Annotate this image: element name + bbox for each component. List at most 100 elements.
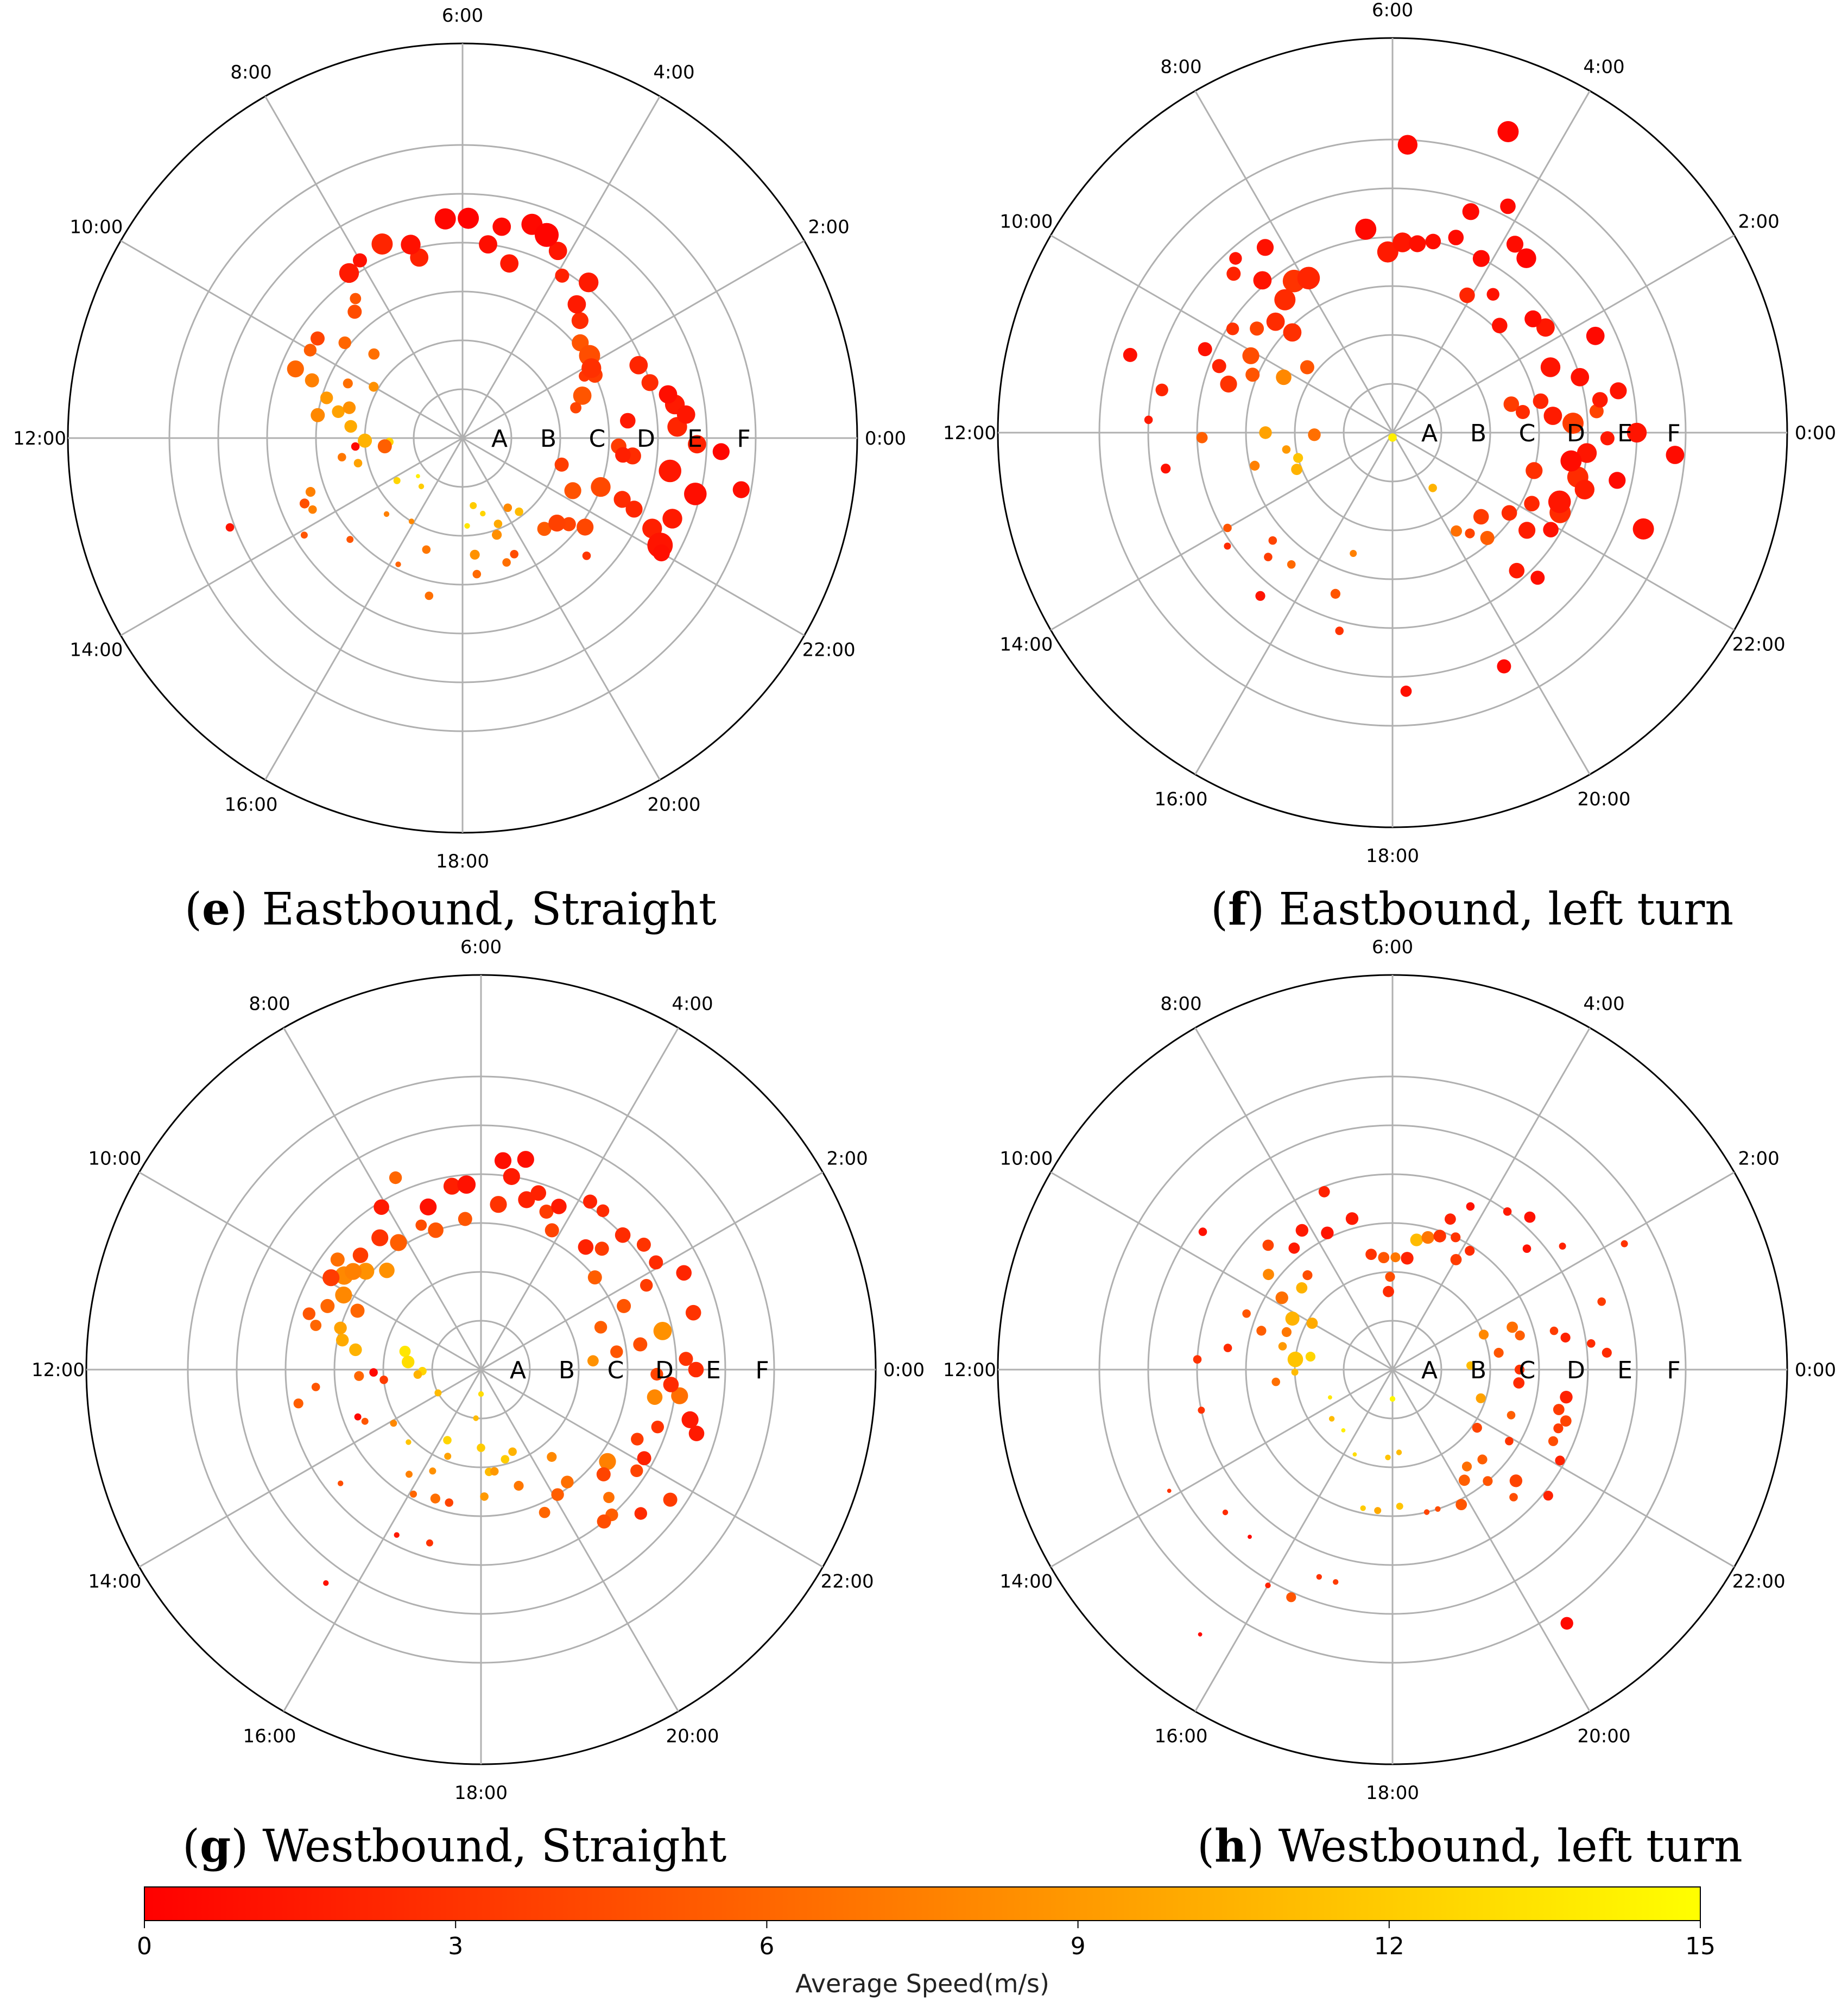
panel-f-point-91: [1610, 382, 1627, 400]
panel-g-point-12: [406, 1439, 412, 1445]
panel-e-point-98: [615, 447, 631, 463]
panel-e-point-56: [343, 378, 353, 389]
panel-g-ring-label-4: E: [706, 1357, 721, 1384]
panel-e-point-48: [358, 433, 372, 448]
panel-h-point-62: [1503, 1207, 1512, 1216]
colorbar-tick-label-2: 6: [759, 1933, 774, 1960]
panel-g-angle-label-5: 10:00: [88, 1148, 141, 1170]
panel-h-point-73: [1602, 1347, 1612, 1358]
panel-g-ring-label-5: F: [755, 1357, 769, 1384]
panel-e-point-64: [350, 293, 362, 305]
panel-g-angle-label-10: 20:00: [666, 1726, 719, 1747]
panel-h-point-31: [1278, 1342, 1287, 1351]
panel-h-point-91: [1483, 1476, 1493, 1486]
panel-g-point-69: [617, 1298, 631, 1313]
panel-e-point-28: [470, 502, 477, 509]
panel-e-point-11: [732, 481, 750, 498]
panel-f-angle-label-7: 14:00: [999, 634, 1053, 656]
panel-f-spoke-2: [1391, 90, 1591, 433]
panel-h-spoke-10: [1391, 1369, 1591, 1712]
panel-e-angle-label-11: 22:00: [802, 639, 856, 661]
panel-h-point-89: [1509, 1474, 1523, 1487]
panel-e-spoke-11: [462, 437, 805, 636]
panel-h-ring-label-0: A: [1421, 1357, 1438, 1384]
panel-h-point-42: [1198, 1227, 1207, 1236]
panel-f-ring-label-0: A: [1421, 420, 1438, 447]
panel-f-point-54: [1283, 323, 1302, 342]
panel-f-point-75: [1459, 287, 1475, 303]
panel-g-point-27: [336, 1334, 349, 1347]
panel-e-point-87: [573, 387, 592, 405]
panel-h-point-75: [1493, 1347, 1504, 1358]
panel-f-point-33: [1291, 464, 1303, 476]
panel-g-point-59: [551, 1199, 567, 1214]
panel-h-point-70: [1549, 1326, 1559, 1335]
panel-h-point-76: [1466, 1361, 1475, 1370]
panel-h-point-18: [1396, 1449, 1402, 1455]
panel-g-point-6: [445, 1498, 453, 1507]
panel-f-point-92: [1589, 404, 1604, 419]
panel-g-angle-label-7: 14:00: [88, 1571, 141, 1593]
panel-h-point-58: [1451, 1232, 1461, 1243]
panel-g-point-97: [551, 1488, 564, 1501]
panel-f-point-15: [1577, 443, 1597, 463]
panel-g-point-33: [335, 1287, 352, 1304]
panel-f-point-41: [1196, 432, 1208, 444]
panel-f-point-83: [1516, 405, 1530, 419]
panel-g-point-50: [457, 1175, 476, 1194]
panel-g-point-54: [517, 1151, 534, 1168]
panel-g-point-74: [633, 1337, 648, 1352]
panel-h-point-16: [1374, 1507, 1382, 1515]
caption-h-text: Westbound, left turn: [1264, 1821, 1743, 1872]
panel-e-ring-label-5: F: [737, 425, 750, 453]
panel-h-point-22: [1328, 1416, 1335, 1422]
panel-h-point-23: [1328, 1395, 1332, 1400]
panel-g-point-25: [349, 1343, 362, 1357]
panel-h-point-38: [1263, 1269, 1274, 1281]
panel-h-point-40: [1302, 1270, 1313, 1281]
panel-g-angle-label-6: 12:00: [31, 1359, 85, 1381]
panel-g-point-90: [596, 1467, 611, 1481]
panel-f-point-19: [1480, 531, 1495, 545]
colorbar-tick-label-5: 15: [1685, 1933, 1716, 1960]
panel-g-point-91: [663, 1492, 678, 1507]
panel-e-angle-label-9: 18:00: [436, 851, 489, 872]
panel-e-point-77: [500, 254, 519, 273]
panel-g-point-43: [374, 1199, 389, 1215]
panel-h-point-10: [1455, 1499, 1467, 1511]
panel-f-point-48: [1242, 347, 1260, 364]
panel-e-spoke-7: [120, 437, 463, 636]
panel-f-point-53: [1266, 312, 1285, 331]
caption-e: (e) Eastbound, Straight: [185, 883, 717, 935]
panel-h-point-2: [1198, 1632, 1203, 1637]
colorbar-tick-label-3: 9: [1071, 1933, 1086, 1960]
panel-g-ring-label-0: A: [510, 1357, 526, 1384]
panel-g-point-72: [685, 1304, 701, 1321]
panel-g-point-30: [302, 1307, 315, 1320]
colorbar-tick-label-4: 12: [1374, 1933, 1404, 1960]
panel-g-point-44: [415, 1219, 427, 1231]
panel-e-point-72: [479, 235, 497, 254]
panel-e-point-42: [346, 536, 354, 543]
panel-e-point-81: [567, 295, 586, 314]
panel-h-point-87: [1476, 1393, 1486, 1403]
panel-g-point-79: [650, 1367, 663, 1381]
panel-g-point-102: [490, 1467, 499, 1476]
panel-g-point-19: [354, 1371, 364, 1381]
panel-e-point-44: [353, 459, 363, 467]
panel-e-point-36: [393, 477, 401, 484]
panel-g-point-106: [547, 1452, 557, 1462]
panel-e-point-21: [480, 510, 486, 517]
panel-h-point-48: [1365, 1249, 1377, 1260]
panel-f-point-20: [1465, 528, 1475, 539]
panel-f-point-58: [1253, 271, 1272, 290]
panel-h-spoke-4: [1194, 1027, 1394, 1370]
panel-h-point-64: [1522, 1244, 1531, 1253]
panel-g-point-67: [649, 1255, 663, 1270]
panel-h-angle-label-2: 4:00: [1583, 993, 1624, 1015]
panel-f-point-16: [1526, 462, 1543, 479]
panel-f-point-21: [1451, 525, 1463, 537]
panel-h-point-79: [1560, 1391, 1573, 1404]
panel-e-point-55: [311, 408, 325, 422]
panel-g-ring-label-1: B: [559, 1357, 575, 1384]
